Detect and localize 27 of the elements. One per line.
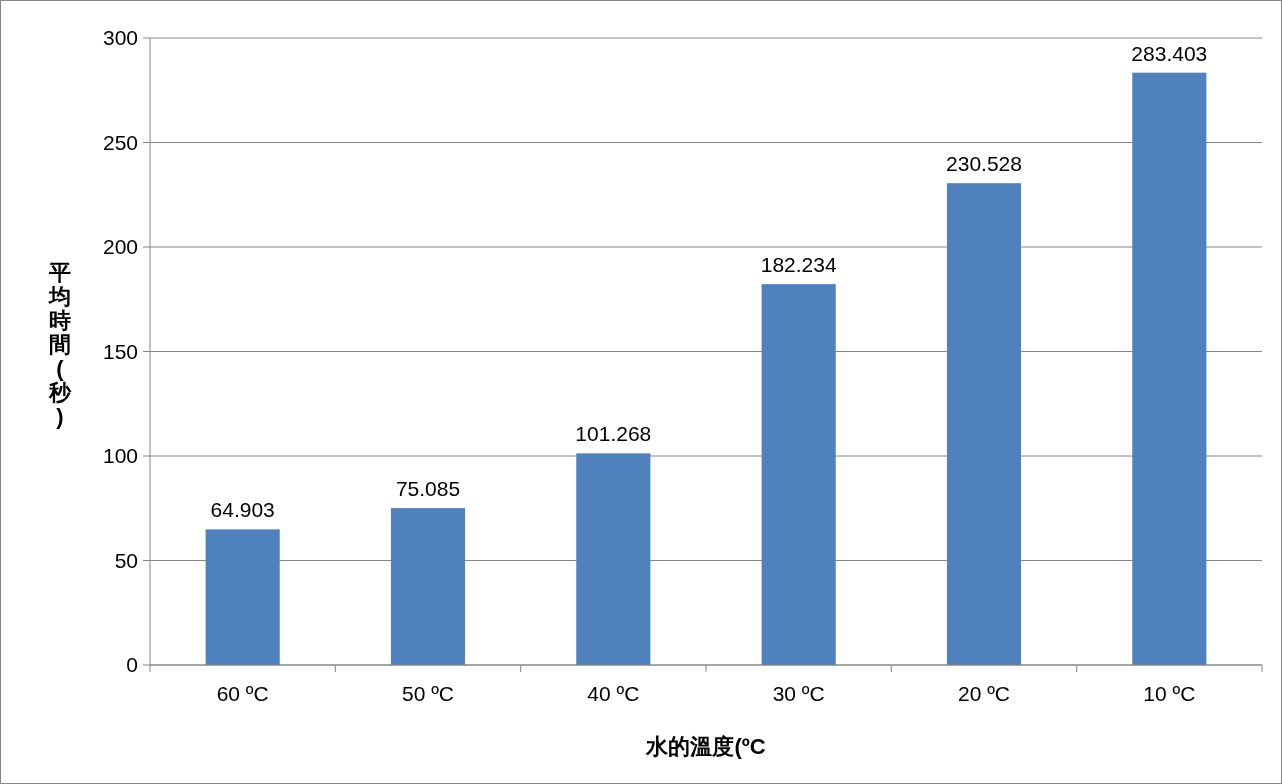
y-tick-label: 300 [102,26,138,50]
y-tick-label: 150 [102,339,138,363]
bar [390,508,466,665]
y-axis-title: 平均時間(秒) [48,259,72,429]
y-tick-label: 200 [102,235,138,259]
y-tick-label: 50 [114,548,138,572]
x-tick-label: 20 ºC [957,682,1011,705]
x-tick-label: 40 ºC [587,682,640,705]
x-tick-label: 10 ºC [1143,682,1196,705]
bar [1132,72,1207,665]
data-label: 283.403 [1131,41,1208,65]
y-tick-label: 100 [102,444,138,468]
bar [946,183,1022,665]
data-label: 101.268 [575,422,652,446]
x-axis-title: 水的溫度(ºC [645,734,766,759]
y-tick-label: 250 [102,130,138,154]
data-label: 230.528 [946,152,1022,176]
data-label: 64.903 [210,498,275,522]
y-tick-label: 0 [126,653,138,677]
data-label: 75.085 [395,477,461,501]
bar [576,453,651,665]
x-tick-label: 60 ºC [216,682,269,705]
x-tick-label: 50 ºC [401,682,455,705]
x-tick-label: 30 ºC [772,682,825,705]
bar [761,284,836,665]
bar [205,529,280,665]
data-label: 182.234 [760,253,837,277]
